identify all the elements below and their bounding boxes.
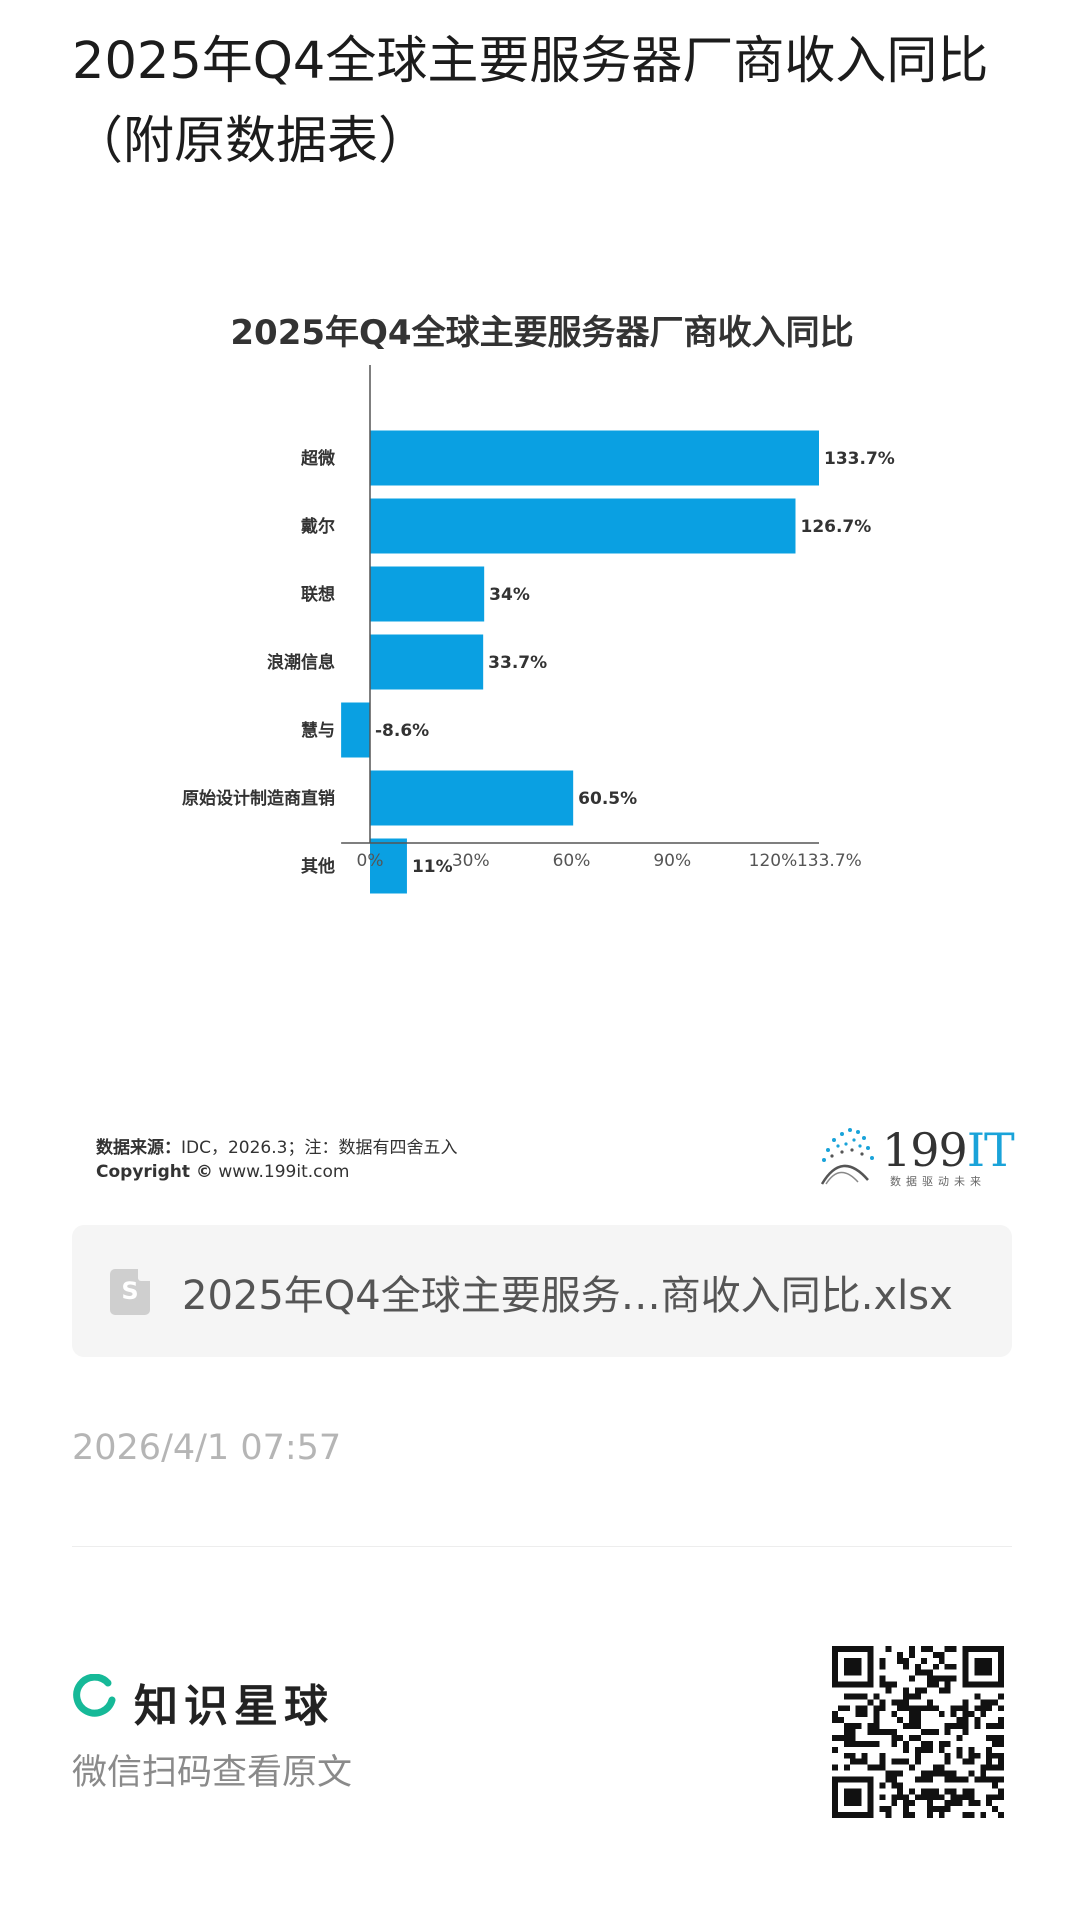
x-tick-label-3: 90% bbox=[653, 851, 691, 871]
data-label-3: 33.7% bbox=[488, 653, 547, 673]
source-label: 数据来源： bbox=[96, 1138, 181, 1158]
chart-image: 2025年Q4全球主要服务器厂商收入同比 超微 133.7% 戴尔 126.7% 联想 3… bbox=[72, 265, 1015, 1195]
x-tick-label-4: 120% bbox=[749, 851, 798, 871]
x-tick-label-1: 30% bbox=[452, 851, 490, 871]
dandelion-logo-icon bbox=[820, 1128, 874, 1185]
category-label-5: 原始设计制造商直销 bbox=[182, 788, 335, 809]
attachment-card[interactable]: S 2025年Q4全球主要服务…商收入同比.xlsx bbox=[72, 1225, 1012, 1357]
scan-hint: 微信扫码查看原文 bbox=[72, 1753, 353, 1793]
bar-3 bbox=[370, 634, 484, 690]
page-title: 2025年Q4全球主要服务器厂商收入同比（附原数据表） bbox=[72, 32, 989, 171]
bar-2 bbox=[370, 566, 485, 622]
attachment-file-name[interactable]: 2025年Q4全球主要服务…商收入同比.xlsx bbox=[182, 1273, 953, 1319]
bar-0 bbox=[370, 430, 819, 486]
brand-name: 知识星球 bbox=[134, 1681, 334, 1732]
post-timestamp: 2026/4/1 07:57 bbox=[72, 1428, 342, 1468]
brand-it: IT bbox=[966, 1123, 1015, 1177]
brand-number: 199 bbox=[882, 1123, 968, 1177]
category-label-0: 超微 bbox=[301, 448, 336, 469]
data-label-1: 126.7% bbox=[800, 517, 871, 537]
bar-6 bbox=[370, 838, 407, 894]
source-text: IDC，2026.3；注：数据有四舍五入 bbox=[181, 1138, 458, 1158]
qr-code[interactable] bbox=[832, 1646, 1004, 1818]
bar-1 bbox=[370, 498, 796, 554]
data-label-2: 34% bbox=[489, 585, 530, 605]
bar-4 bbox=[341, 702, 370, 758]
category-label-4: 慧与 bbox=[301, 720, 335, 741]
chart-title: 2025年Q4全球主要服务器厂商收入同比 bbox=[230, 313, 854, 353]
copyright-label: Copyright © bbox=[96, 1162, 213, 1182]
x-tick-label-5: 133.7% bbox=[797, 851, 862, 871]
spreadsheet-icon: S bbox=[110, 1269, 150, 1315]
brand-slogan: 数据驱动未来 bbox=[890, 1175, 986, 1188]
category-label-2: 联想 bbox=[301, 584, 335, 605]
divider bbox=[72, 1546, 1012, 1547]
data-label-4: -8.6% bbox=[375, 721, 429, 741]
category-label-3: 浪潮信息 bbox=[267, 652, 335, 673]
brand-199it-logo: 199IT bbox=[882, 1123, 1015, 1177]
planet-logo-icon bbox=[73, 1674, 116, 1717]
category-label-1: 戴尔 bbox=[301, 516, 335, 537]
data-label-6: 11% bbox=[412, 857, 453, 877]
copyright: Copyright © www.199it.com bbox=[96, 1162, 349, 1182]
x-tick-label-0: 0% bbox=[357, 851, 384, 871]
data-label-5: 60.5% bbox=[578, 789, 637, 809]
bar-chart: 超微 133.7% 戴尔 126.7% 联想 34% 浪潮信息 33.7% 慧与 -8.6% 原始设… bbox=[182, 365, 895, 894]
category-label-6: 其他 bbox=[301, 856, 335, 877]
copyright-url: www.199it.com bbox=[218, 1162, 350, 1182]
data-label-0: 133.7% bbox=[824, 449, 895, 469]
x-tick-label-2: 60% bbox=[553, 851, 591, 871]
data-source: 数据来源：IDC，2026.3；注：数据有四舍五入 bbox=[96, 1133, 457, 1158]
bar-5 bbox=[370, 770, 574, 826]
